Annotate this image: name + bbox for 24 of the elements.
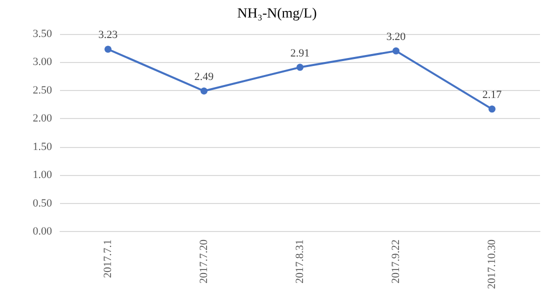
text: 2.49 [194,70,214,83]
x-tick-label: 2017.8.31 [294,240,306,284]
point [296,64,304,71]
text: 3.23 [98,29,118,42]
point [392,47,400,54]
y-tick-label: 3.50 [32,28,52,40]
x-tick-label: 2017.7.20 [198,239,210,284]
chart-title: NH₃-N(mg/L) [237,6,318,22]
text: 3.20 [386,30,406,43]
text: 2.91 [290,47,310,60]
text: 2.17 [482,89,502,102]
y-tick-label: 3.00 [32,56,52,68]
point [200,87,208,94]
y-tick-label: 0.50 [32,197,52,210]
y-tick-label: 1.00 [32,169,52,182]
y-tick-label: 0.00 [32,226,52,238]
x-tick-label: 2017.7.1 [102,240,114,278]
y-tick-label: 2.00 [32,112,52,125]
x-tick-label: 2017.10.30 [486,239,498,289]
x-tick-label: 2017.9.22 [390,240,402,284]
point [488,106,496,113]
point [104,46,112,53]
y-tick-label: 2.50 [32,84,52,96]
y-tick-label: 1.50 [32,140,52,153]
